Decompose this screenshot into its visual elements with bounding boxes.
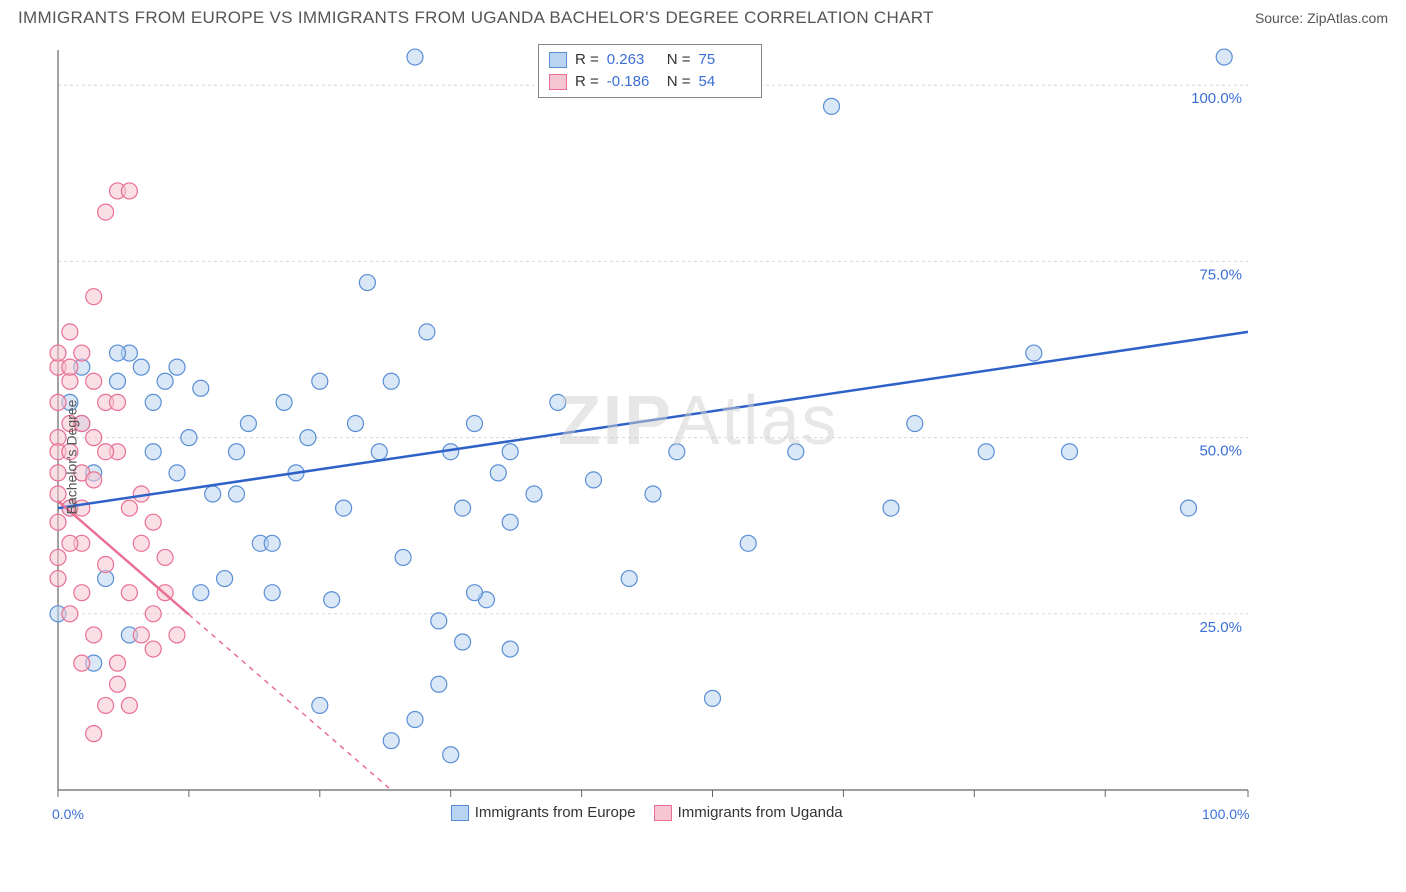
r-value: 0.263 <box>607 49 659 71</box>
series-swatch <box>549 74 567 90</box>
series-legend: Immigrants from Europe Immigrants from Ug… <box>451 804 843 821</box>
stats-row: R = -0.186 N = 54 <box>549 71 751 93</box>
n-label: N = <box>667 49 691 71</box>
correlation-stats-box: R = 0.263 N = 75 R = -0.186 N = 54 <box>538 44 762 98</box>
chart-area: Bachelor's Degree 25.0%50.0%75.0%100.0% … <box>18 40 1388 874</box>
r-value: -0.186 <box>607 71 659 93</box>
n-label: N = <box>667 71 691 93</box>
svg-text:100.0%: 100.0% <box>1191 90 1242 107</box>
source-label: Source: ZipAtlas.com <box>1255 10 1388 26</box>
series-swatch <box>654 805 672 821</box>
svg-text:50.0%: 50.0% <box>1199 443 1242 460</box>
x-axis-max-label: 100.0% <box>1202 806 1249 822</box>
title-bar: IMMIGRANTS FROM EUROPE VS IMMIGRANTS FRO… <box>0 0 1406 32</box>
legend-item: Immigrants from Europe <box>451 804 636 821</box>
stats-row: R = 0.263 N = 75 <box>549 49 751 71</box>
legend-item: Immigrants from Uganda <box>654 804 843 821</box>
y-axis-label: Bachelor's Degree <box>63 400 79 515</box>
chart-title: IMMIGRANTS FROM EUROPE VS IMMIGRANTS FRO… <box>18 8 934 28</box>
legend-label: Immigrants from Europe <box>475 804 636 821</box>
series-swatch <box>451 805 469 821</box>
r-label: R = <box>575 71 599 93</box>
r-label: R = <box>575 49 599 71</box>
n-value: 54 <box>699 71 751 93</box>
n-value: 75 <box>699 49 751 71</box>
svg-text:75.0%: 75.0% <box>1199 266 1242 283</box>
x-axis-min-label: 0.0% <box>52 806 84 822</box>
svg-text:25.0%: 25.0% <box>1199 619 1242 636</box>
scatter-plot: 25.0% 50.0% 75.0% 100.0% <box>18 40 1318 830</box>
legend-label: Immigrants from Uganda <box>678 804 843 821</box>
series-swatch <box>549 52 567 68</box>
